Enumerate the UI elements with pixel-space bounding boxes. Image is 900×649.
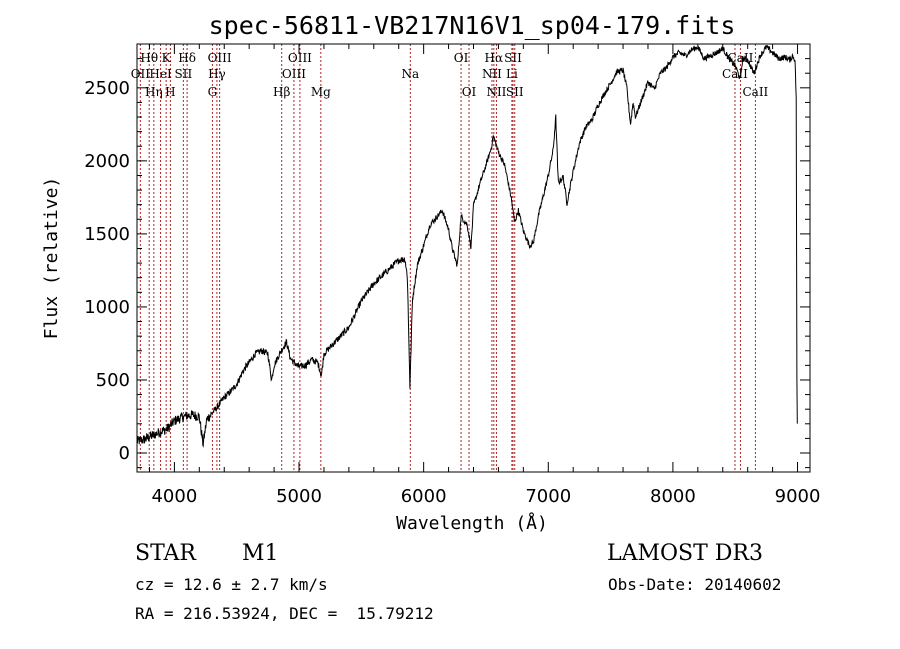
line-label-7: Hδ [178, 51, 196, 65]
y-axis-label: Flux (relative) [41, 177, 62, 340]
line-label-21: SII [504, 51, 522, 65]
line-label-16: OI [454, 51, 469, 65]
y-tick-label: 2000 [84, 151, 130, 172]
x-axis-ticks: 4000 5000 6000 7000 8000 9000 [148, 44, 821, 507]
x-axis-label: Wavelength (Å) [396, 512, 548, 534]
line-label-2: Hη [145, 85, 163, 99]
line-label-10: G [208, 85, 218, 99]
line-label-15: Na [401, 67, 419, 81]
object-type: STAR [135, 541, 197, 566]
line-label-22: Li [506, 67, 518, 81]
line-label-14: Mg [311, 85, 331, 99]
coordinates: RA = 216.53924, DEC = 15.79212 [135, 604, 434, 623]
line-label-5: H [165, 85, 175, 99]
line-label-1: OII [131, 67, 151, 81]
line-label-6: SII [175, 67, 193, 81]
line-label-3: K [162, 51, 172, 65]
y-tick-label: 0 [119, 443, 130, 464]
redshift-value: cz = 12.6 ± 2.7 km/s [135, 575, 328, 594]
x-tick-label: 8000 [650, 486, 696, 507]
line-label-12: OIII [288, 51, 312, 65]
chart-title: spec-56811-VB217N16V1_sp04-179.fits [209, 11, 736, 40]
spectrum-line [136, 44, 798, 448]
object-subclass: M1 [242, 541, 279, 566]
line-label-23: SII [506, 85, 524, 99]
x-tick-label: 5000 [276, 486, 322, 507]
line-label-11: Hβ [273, 85, 290, 99]
line-label-0: Hθ [140, 51, 158, 65]
line-label-18: Hα [485, 51, 504, 65]
x-tick-label: 6000 [401, 486, 447, 507]
line-label-25: CaII [722, 67, 748, 81]
x-tick-label: 4000 [151, 486, 197, 507]
survey-name: LAMOST DR3 [607, 541, 763, 566]
spectral-line-markers [139, 44, 756, 472]
line-label-26: CaII [742, 85, 768, 99]
y-axis-ticks: 0 500 1000 1500 2000 2500 [84, 43, 810, 469]
y-tick-label: 2500 [84, 78, 130, 99]
line-label-8: OIII [208, 51, 232, 65]
x-tick-label: 7000 [525, 486, 571, 507]
x-tick-label: 9000 [775, 486, 821, 507]
line-label-19: NII [482, 67, 502, 81]
line-label-4: HeI [149, 67, 172, 81]
y-tick-label: 1000 [84, 297, 130, 318]
line-label-17: OI [462, 85, 477, 99]
y-tick-label: 500 [96, 370, 130, 391]
y-tick-label: 1500 [84, 224, 130, 245]
line-label-13: OIII [282, 67, 306, 81]
obs-date: Obs-Date: 20140602 [608, 575, 781, 594]
line-label-9: Hγ [208, 67, 226, 81]
line-label-20: NII [486, 85, 506, 99]
